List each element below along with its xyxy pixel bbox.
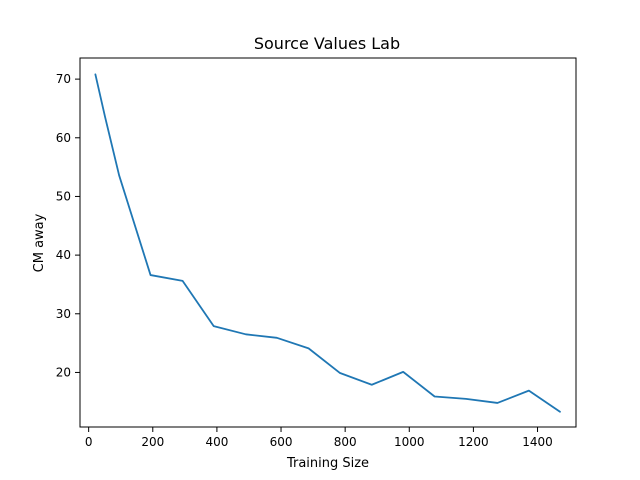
y-axis-label: CM away xyxy=(32,213,47,272)
y-tick-label: 60 xyxy=(56,131,71,145)
series-point xyxy=(371,384,373,386)
y-tick-label: 30 xyxy=(56,307,71,321)
y-axis-ticks: 20 30 40 50 60 70 xyxy=(56,72,80,379)
x-tick-label: 1200 xyxy=(458,435,489,449)
x-tick-label: 400 xyxy=(205,435,228,449)
series-point xyxy=(402,371,404,373)
series-point xyxy=(465,398,467,400)
x-axis-ticks: 0 200 400 600 800 1000 1200 1400 xyxy=(85,427,553,449)
series-line xyxy=(94,73,561,413)
x-tick-label: 800 xyxy=(334,435,357,449)
plot-frame xyxy=(79,57,577,428)
x-tick-label: 0 xyxy=(85,435,93,449)
series-point xyxy=(339,372,341,374)
x-tick-label: 1400 xyxy=(522,435,553,449)
series-point xyxy=(118,174,120,176)
series-group xyxy=(94,73,561,413)
chart-title: Source Values Lab xyxy=(254,34,400,53)
x-tick-label: 1000 xyxy=(394,435,425,449)
series-point xyxy=(213,325,215,327)
series-point xyxy=(94,73,96,75)
x-tick-label: 600 xyxy=(270,435,293,449)
series-point xyxy=(149,274,151,276)
series-point xyxy=(496,402,498,404)
x-tick-label: 200 xyxy=(141,435,164,449)
series-point xyxy=(104,116,106,118)
series-point xyxy=(559,411,561,413)
series-point xyxy=(245,333,247,335)
series-point xyxy=(528,390,530,392)
y-tick-label: 50 xyxy=(56,189,71,203)
series-point xyxy=(434,395,436,397)
y-tick-label: 40 xyxy=(56,248,71,262)
x-axis-label: Training Size xyxy=(286,456,369,471)
series-point xyxy=(181,280,183,282)
series-point xyxy=(308,347,310,349)
y-tick-label: 70 xyxy=(56,72,71,86)
y-tick-label: 20 xyxy=(56,365,71,379)
series-point xyxy=(276,337,278,339)
